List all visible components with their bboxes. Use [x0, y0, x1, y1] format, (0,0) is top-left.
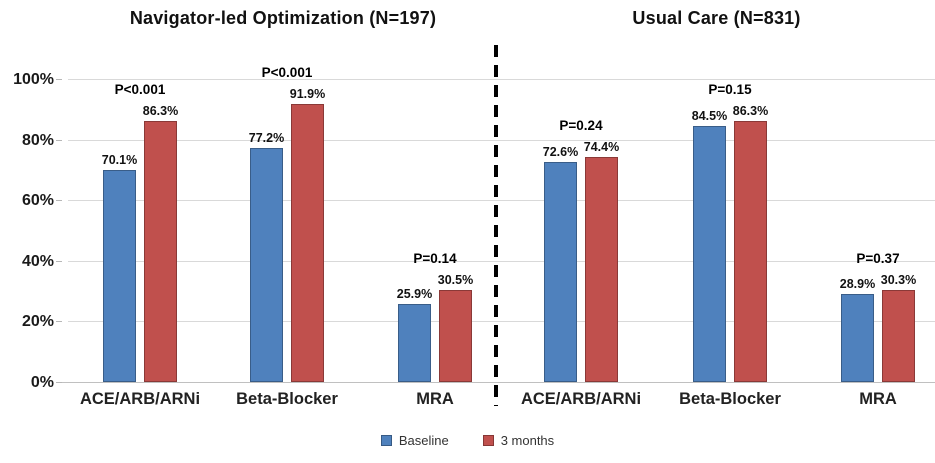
p-value-label: P=0.37 [856, 251, 900, 267]
bar-value-label: 77.2% [248, 131, 285, 146]
legend-swatch-3-months [482, 434, 494, 446]
p-value-label: P<0.001 [261, 64, 313, 80]
y-tick-mark [56, 321, 62, 323]
bar-value-label: 30.5% [437, 272, 474, 287]
legend-swatch-baseline [380, 434, 392, 446]
bar-value-label: 25.9% [396, 286, 433, 301]
panel-divider-dashed-line [494, 45, 498, 406]
legend-item: Baseline [380, 432, 449, 448]
gridline [68, 321, 935, 323]
gridline [62, 382, 935, 383]
gridline [68, 139, 935, 141]
y-tick-label: 20% [21, 313, 54, 331]
x-axis-labels: ACE/ARB/ARNi Beta-Blocker MRA ACE/ARB/ARNi B… [68, 390, 935, 412]
bar-baseline [544, 162, 577, 382]
bar-3-months [882, 290, 915, 382]
y-axis: 0% 20% 40% 60% 80% 100% [0, 71, 62, 391]
bar-value-label: 72.6% [542, 145, 579, 160]
y-tick-label: 100% [13, 71, 54, 88]
bar-3-months [734, 120, 767, 382]
panel-title-usual-care: Usual Care (N=831) [632, 8, 801, 28]
legend-item: 3 months [482, 432, 555, 448]
y-tick-label: 0% [30, 374, 54, 391]
y-tick-label: 60% [21, 192, 54, 210]
bar-3-months [585, 156, 618, 382]
y-tick-mark [56, 200, 62, 202]
legend-label: 3 months [500, 432, 555, 448]
x-category-label: Beta-Blocker [679, 390, 781, 408]
panel-title-navigator-led: Navigator-led Optimization (N=197) [129, 8, 437, 28]
y-tick-label: 40% [21, 252, 54, 270]
p-value-label: P=0.24 [559, 117, 603, 133]
y-tick-mark [56, 79, 62, 80]
p-value-label: P<0.001 [114, 81, 166, 97]
bar-value-label: 86.3% [732, 103, 769, 118]
bar-value-label: 30.3% [880, 273, 917, 288]
bar-baseline [398, 303, 431, 382]
bar-3-months [439, 289, 472, 382]
bar-value-label: 70.1% [101, 152, 138, 167]
y-tick-mark [56, 382, 62, 383]
x-category-label: MRA [416, 390, 454, 408]
bar-value-label: 86.3% [142, 103, 179, 118]
legend: Baseline 3 months [0, 429, 935, 451]
y-tick-mark [56, 260, 62, 262]
gridline [68, 79, 935, 80]
bar-baseline [841, 294, 874, 382]
bar-value-label: 91.9% [289, 86, 326, 101]
bar-baseline [103, 169, 136, 382]
y-tick-mark [56, 139, 62, 141]
bar-value-label: 84.5% [691, 108, 728, 123]
bar-baseline [250, 148, 283, 382]
gridline [68, 200, 935, 202]
bar-3-months [144, 120, 177, 382]
gridline [68, 260, 935, 262]
bar-value-label: 28.9% [839, 277, 876, 292]
bar-value-label: 74.4% [583, 139, 620, 154]
bar-baseline [693, 125, 726, 382]
legend-label: Baseline [398, 432, 449, 448]
y-tick-label: 80% [21, 131, 54, 149]
x-category-label: MRA [859, 390, 897, 408]
x-category-label: ACE/ARB/ARNi [520, 390, 642, 408]
p-value-label: P=0.15 [708, 81, 752, 97]
plot-area: 70.1% 86.3% P<0.001 77.2% 91.9% P<0.001 25.9% 3… [62, 65, 935, 383]
p-value-label: P=0.14 [413, 250, 457, 266]
x-category-label: Beta-Blocker [236, 390, 338, 408]
bar-3-months [291, 103, 324, 382]
x-category-label: ACE/ARB/ARNi [79, 390, 201, 408]
